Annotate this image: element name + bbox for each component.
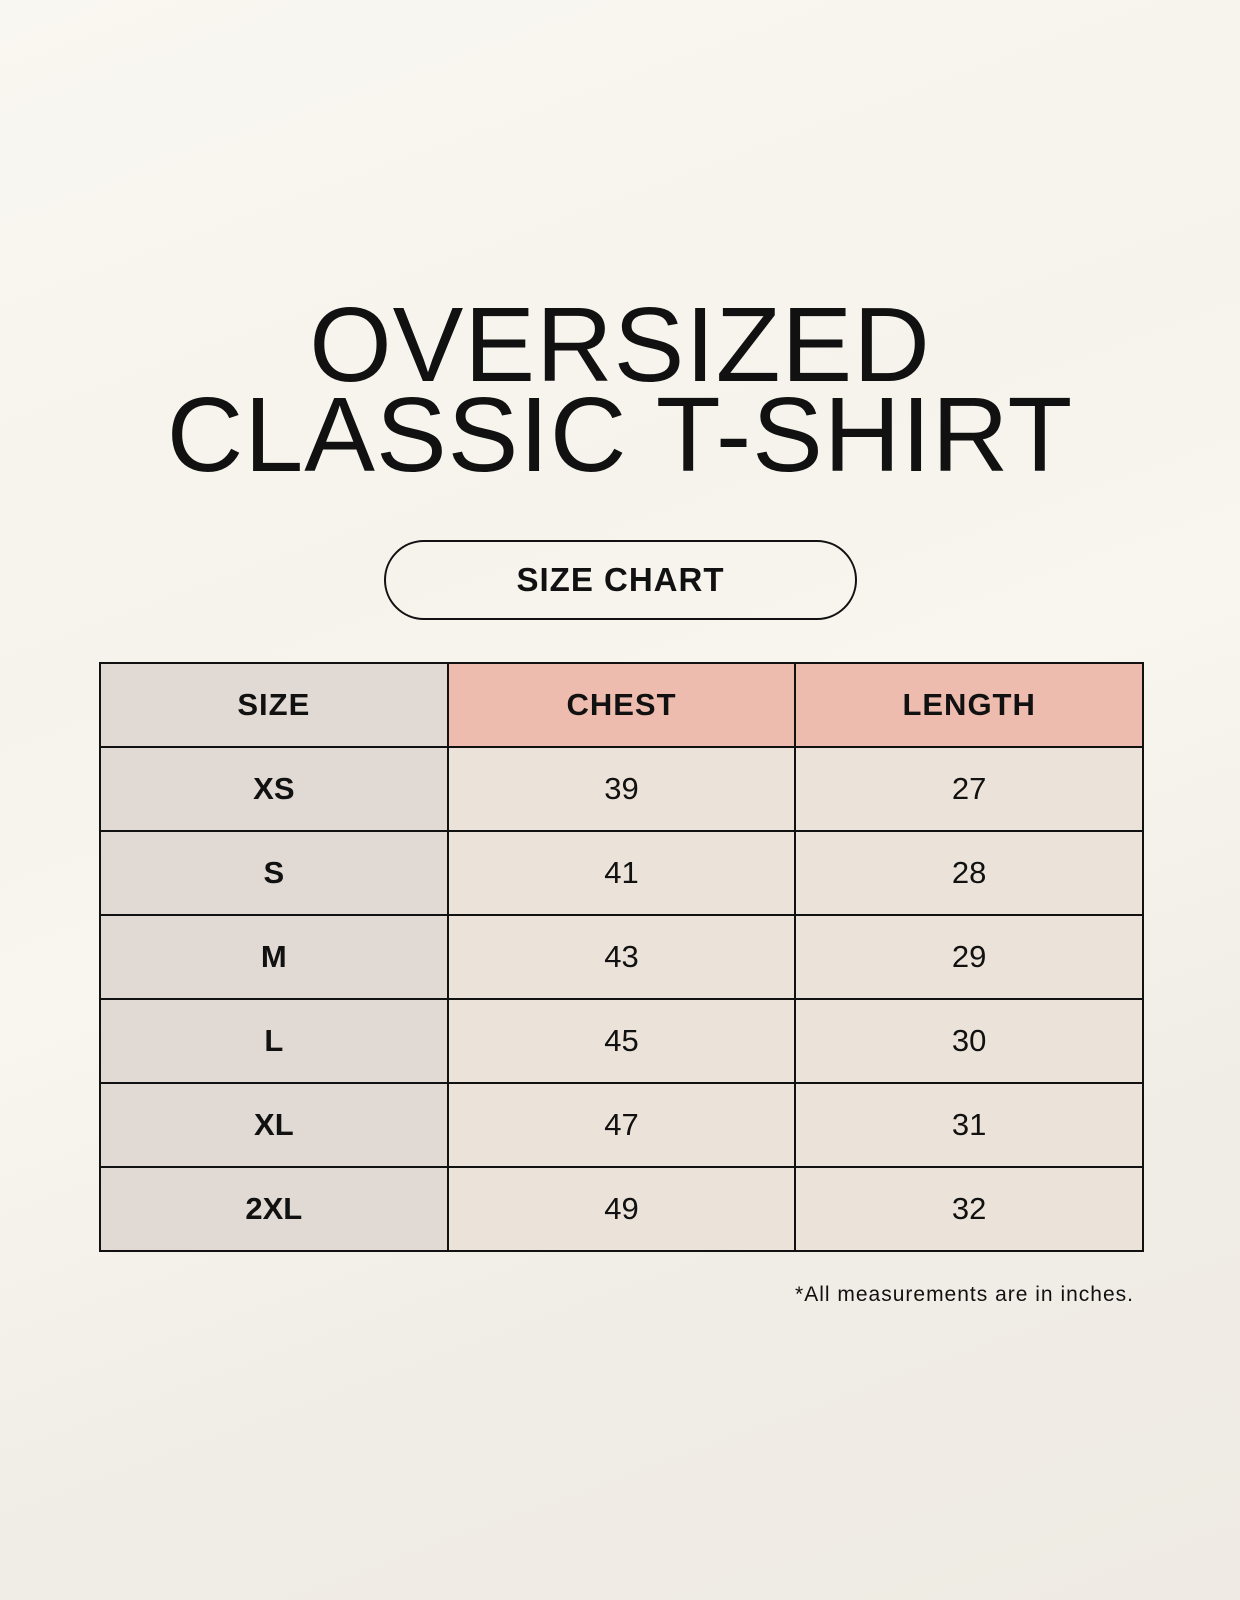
- cell-chest: 47: [446, 1082, 797, 1168]
- header-size: SIZE: [99, 662, 449, 748]
- table-row: M 43 29: [99, 914, 1144, 1000]
- cell-chest: 43: [446, 914, 797, 1000]
- size-chart-badge: SIZE CHART: [384, 540, 857, 620]
- cell-chest: 41: [446, 830, 797, 916]
- cell-length: 27: [794, 746, 1144, 832]
- table-row: L 45 30: [99, 998, 1144, 1084]
- header-chest: CHEST: [446, 662, 797, 748]
- cell-size: 2XL: [99, 1166, 449, 1252]
- cell-chest: 49: [446, 1166, 797, 1252]
- table-header-row: SIZE CHEST LENGTH: [99, 662, 1144, 748]
- cell-chest: 39: [446, 746, 797, 832]
- cell-length: 29: [794, 914, 1144, 1000]
- size-table: SIZE CHEST LENGTH XS 39 27 S 41 28 M 43 29 L 45 30 X…: [99, 662, 1144, 1252]
- cell-length: 31: [794, 1082, 1144, 1168]
- cell-length: 32: [794, 1166, 1144, 1252]
- title-line-2: CLASSIC T-SHIRT: [166, 376, 1074, 494]
- table-row: S 41 28: [99, 830, 1144, 916]
- title-line-1: OVERSIZED: [309, 286, 931, 404]
- table-row: XL 47 31: [99, 1082, 1144, 1168]
- cell-size: XS: [99, 746, 449, 832]
- cell-size: S: [99, 830, 449, 916]
- page-title: OVERSIZED CLASSIC T-SHIRT: [0, 286, 1240, 494]
- cell-size: XL: [99, 1082, 449, 1168]
- cell-chest: 45: [446, 998, 797, 1084]
- footnote: *All measurements are in inches.: [795, 1283, 1134, 1306]
- cell-size: M: [99, 914, 449, 1000]
- header-length: LENGTH: [794, 662, 1144, 748]
- cell-length: 30: [794, 998, 1144, 1084]
- cell-size: L: [99, 998, 449, 1084]
- table-row: XS 39 27: [99, 746, 1144, 832]
- table-row: 2XL 49 32: [99, 1166, 1144, 1252]
- cell-length: 28: [794, 830, 1144, 916]
